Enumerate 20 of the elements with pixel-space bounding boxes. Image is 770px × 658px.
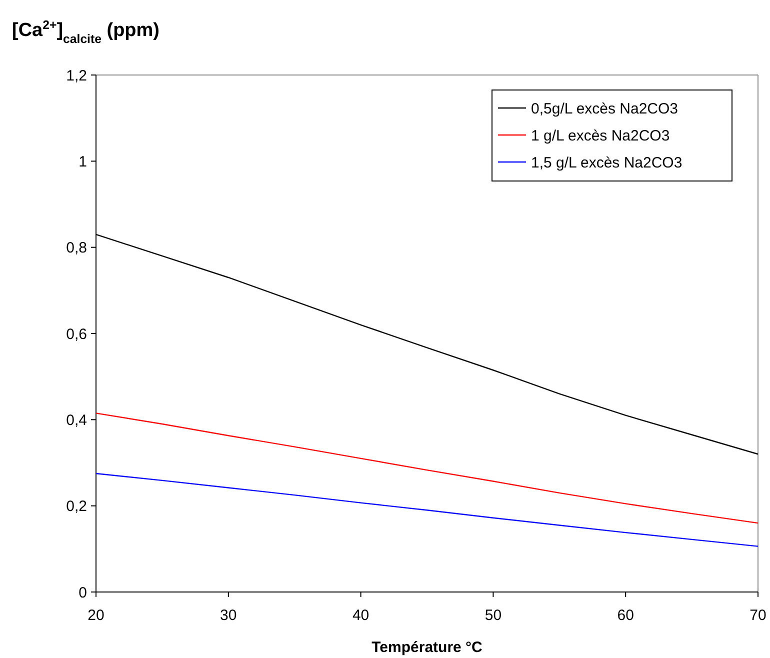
x-tick-label: 20 [88, 607, 104, 624]
x-tick-label: 40 [352, 607, 370, 624]
y-tick-label: 0 [78, 584, 87, 602]
y-axis-title: [Ca$^{2+}$]$_{calcite}$ (ppm) [12, 18, 160, 46]
y-tick-label: 1,2 [66, 67, 87, 84]
legend-label: 1 g/L excès Na2CO3 [531, 127, 670, 144]
y-tick-label: 0,8 [66, 240, 87, 257]
x-axis-title: Température °C [372, 639, 483, 656]
legend-label: 1,5 g/L excès Na2CO3 [531, 154, 682, 172]
y-tick-label: 0,4 [66, 412, 87, 429]
line-series [95, 412, 759, 524]
y-tick-label: 1 [78, 153, 87, 170]
x-tick-label: 70 [750, 607, 766, 624]
y-tick-label: 0,2 [66, 498, 87, 516]
x-tick-label: 30 [220, 607, 237, 624]
x-tick-label: 50 [484, 607, 502, 624]
line-series [95, 472, 759, 547]
legend-label: 0,5g/L excès Na2CO3 [531, 100, 678, 118]
x-tick-label: 60 [617, 607, 634, 624]
y-tick-label: 0,6 [66, 326, 87, 343]
